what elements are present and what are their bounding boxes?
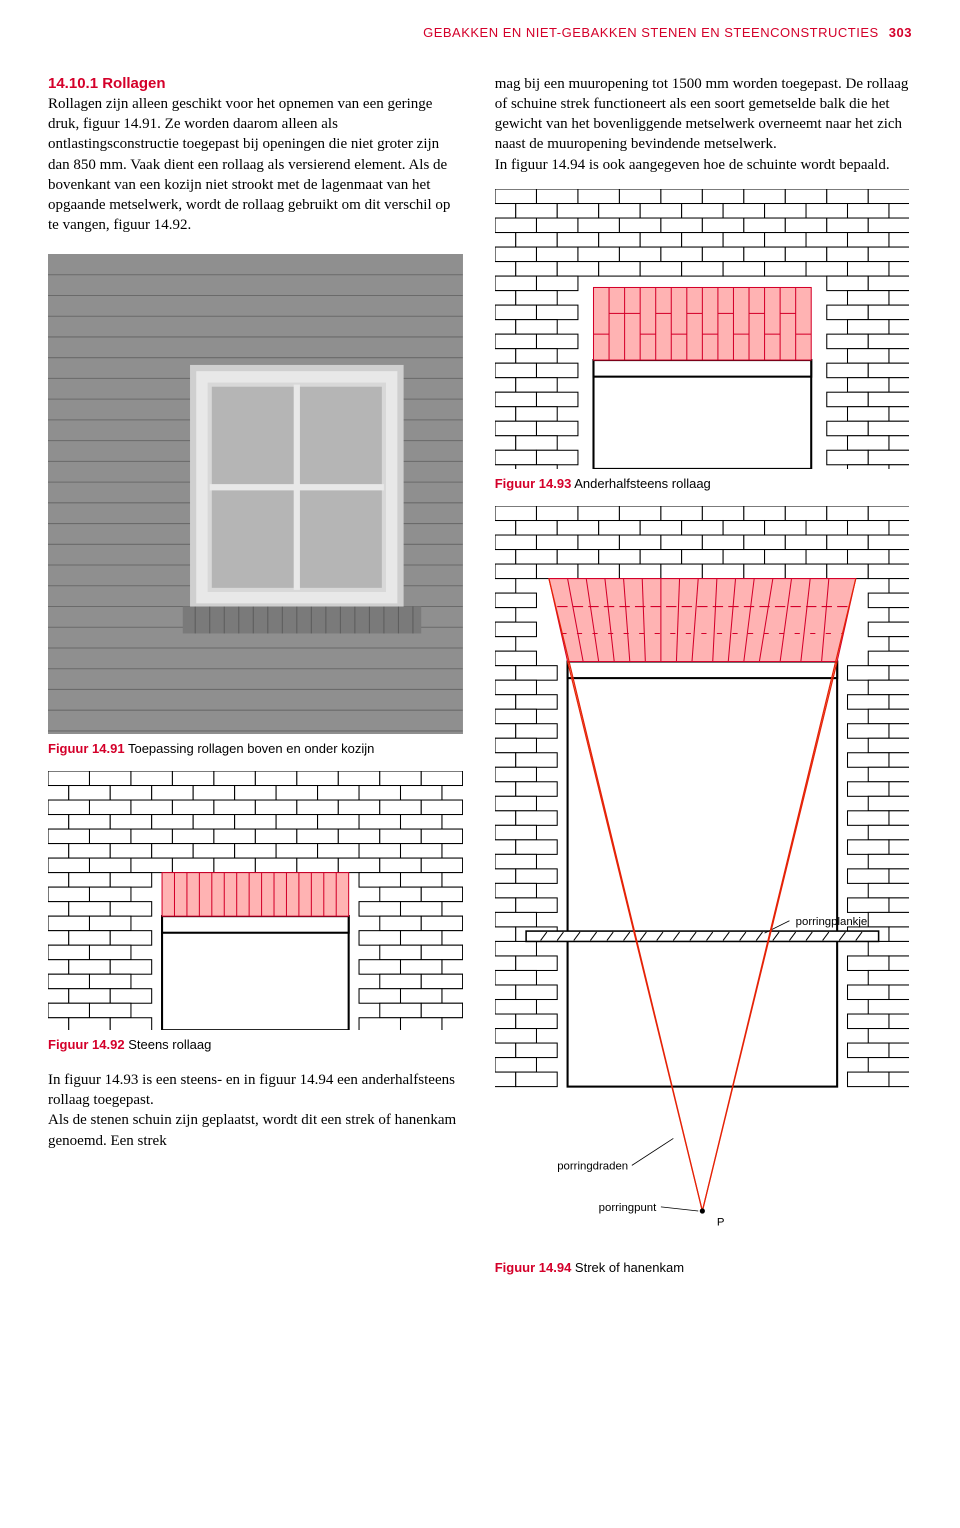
label-P: P bbox=[717, 1217, 725, 1229]
figure-92-diagram bbox=[48, 771, 463, 1030]
figure-94-caption: Figuur 14.94 Strek of hanenkam bbox=[495, 1259, 910, 1277]
figure-93-diagram bbox=[495, 189, 910, 469]
bottom-body-text: In figuur 14.93 is een steens- en in fig… bbox=[48, 1070, 463, 1151]
label-porringdraden: porringdraden bbox=[557, 1161, 628, 1173]
section-heading: 14.10.1 Rollagen bbox=[48, 75, 166, 92]
section-paragraph: 14.10.1 Rollagen Rollagen zijn alleen ge… bbox=[48, 74, 463, 236]
right-body-text: mag bij een muuropening tot 1500 mm word… bbox=[495, 74, 910, 175]
figure-93-caption: Figuur 14.93 Anderhalfsteens rollaag bbox=[495, 475, 910, 493]
label-porringplankje: porringplankje bbox=[795, 916, 867, 928]
left-body-text: Rollagen zijn alleen geschikt voor het o… bbox=[48, 96, 450, 234]
running-header: GEBAKKEN EN NIET-GEBAKKEN STENEN EN STEE… bbox=[48, 24, 912, 42]
running-title: GEBAKKEN EN NIET-GEBAKKEN STENEN EN STEE… bbox=[423, 25, 879, 40]
figure-94-diagram: porringplankje porringdraden porringpunt… bbox=[495, 506, 910, 1252]
label-porringpunt: porringpunt bbox=[598, 1202, 656, 1214]
figure-92-caption: Figuur 14.92 Steens rollaag bbox=[48, 1036, 463, 1054]
page-number: 303 bbox=[889, 25, 912, 40]
figure-91-photo bbox=[48, 254, 463, 734]
figure-91-caption: Figuur 14.91 Toepassing rollagen boven e… bbox=[48, 740, 463, 758]
